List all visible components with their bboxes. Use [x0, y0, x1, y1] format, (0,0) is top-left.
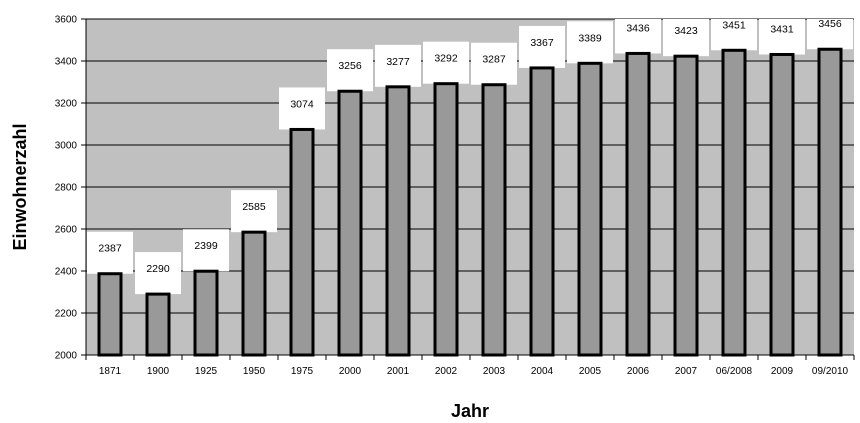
x-tick-label: 2000: [339, 366, 362, 377]
data-label: 3456: [818, 18, 842, 30]
x-tick-label: 1925: [195, 366, 218, 377]
y-tick-label: 3200: [55, 99, 78, 110]
data-labels: 2387 2290 2399 2585 3074 3256 3277 3292 3287 3367…: [98, 18, 842, 275]
data-label-background: [711, 19, 757, 51]
bar: [817, 47, 843, 357]
axes: [85, 19, 855, 360]
x-tick-label: 2003: [483, 366, 506, 377]
data-label-background: [87, 231, 133, 274]
data-label: 3277: [386, 56, 410, 68]
x-tick-label: 1871: [99, 366, 122, 377]
data-label-background: [663, 19, 709, 57]
data-label-background: [183, 229, 229, 272]
data-label-background: [231, 190, 277, 233]
bar: [241, 230, 267, 357]
bar: [577, 61, 603, 357]
y-axis-title: Einwohnerzahl: [10, 123, 30, 250]
data-label: 3423: [674, 25, 698, 37]
x-tick-label: 2007: [675, 366, 698, 377]
x-tick-label: 1900: [147, 366, 170, 377]
data-label: 3367: [530, 37, 554, 49]
y-tick-label: 2800: [55, 183, 78, 194]
y-tick-label: 3600: [55, 15, 78, 26]
x-tick-label: 2001: [387, 366, 410, 377]
bar: [145, 292, 171, 357]
data-label: 2585: [242, 201, 266, 213]
data-label: 3074: [290, 98, 314, 110]
data-label-background: [615, 19, 661, 54]
bar: [481, 83, 507, 357]
data-label-backgrounds: [87, 19, 853, 295]
data-label: 3389: [578, 32, 602, 44]
x-tick-label: 1975: [291, 366, 314, 377]
data-label: 2387: [98, 243, 122, 255]
bar: [721, 48, 747, 357]
y-tick-label: 2400: [55, 267, 78, 278]
y-tick-label: 2600: [55, 225, 78, 236]
data-label-background: [423, 41, 469, 84]
data-label: 3287: [482, 54, 506, 66]
data-label-background: [807, 19, 853, 50]
data-label: 3436: [626, 22, 650, 34]
y-tick-label: 2200: [55, 309, 78, 320]
x-tick-label: 1950: [243, 366, 266, 377]
x-tick-label: 2009: [771, 366, 794, 377]
x-tick-label: 09/2010: [812, 366, 849, 377]
bar: [289, 127, 315, 357]
data-label: 2290: [146, 263, 170, 275]
x-tick-label: 2004: [531, 366, 554, 377]
bar: [625, 51, 651, 357]
x-tick-label: 2002: [435, 366, 458, 377]
x-tick-label: 06/2008: [716, 366, 753, 377]
data-label: 3292: [434, 53, 458, 65]
bar: [769, 52, 795, 357]
bar: [193, 269, 219, 357]
data-label-background: [519, 25, 565, 68]
bar: [433, 82, 459, 357]
data-label: 3256: [338, 60, 362, 72]
data-label-background: [327, 49, 373, 92]
data-label: 3451: [722, 19, 746, 31]
bar: [673, 54, 699, 357]
bar: [529, 66, 555, 357]
x-tick-label: 2005: [579, 366, 602, 377]
data-label-background: [471, 42, 517, 85]
bar: [337, 89, 363, 357]
data-label-background: [567, 21, 613, 64]
bar: [97, 272, 123, 357]
data-label-background: [759, 19, 805, 55]
data-label-background: [135, 252, 181, 295]
data-label-background: [375, 44, 421, 87]
data-label: 2399: [194, 240, 218, 252]
y-tick-labels: 2000 2200 2400 2600 2800 3000 3200 3400 3600: [55, 15, 78, 362]
x-axis-title: Jahr: [451, 401, 489, 421]
x-tick-labels: 1871 1900 1925 1950 1975 2000 2001 2002 2003 2004…: [99, 366, 849, 377]
bar: [385, 85, 411, 357]
y-tick-label: 2000: [55, 351, 78, 362]
data-label: 3431: [770, 23, 794, 35]
x-tick-label: 2006: [627, 366, 650, 377]
y-tick-label: 3000: [55, 141, 78, 152]
data-label-background: [279, 87, 325, 130]
y-tick-label: 3400: [55, 57, 78, 68]
